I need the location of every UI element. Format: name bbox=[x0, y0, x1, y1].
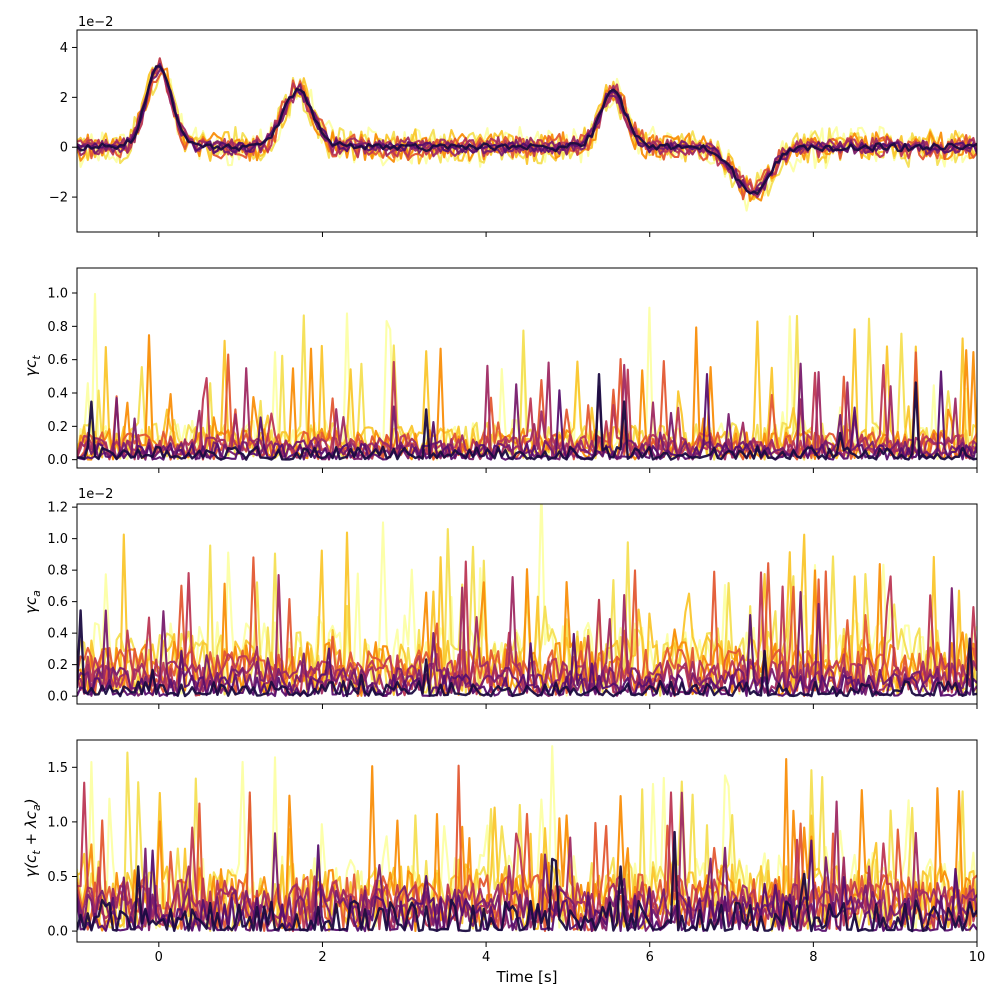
panel-gamma-ca-y-tick-label: 0.4 bbox=[47, 627, 68, 642]
panel-combined: 0 2 4 6 8 10 0.0 0.5 1.0 1.5 γ(ct + λca) Time [s] bbox=[22, 739, 986, 986]
panel-gamma-ca-y-tick-label: 1.2 bbox=[47, 501, 68, 516]
panel-gamma-ca-y-tick-label: 0.6 bbox=[47, 595, 68, 610]
panel-erp-series-line bbox=[77, 65, 977, 196]
panel-gamma-ct-series-line bbox=[77, 373, 977, 461]
panel-gamma-ct-y-tick-label: 0.0 bbox=[47, 453, 68, 468]
panel-combined-ylabel: γ(ct + λca) bbox=[22, 798, 43, 877]
panel-gamma-ca-series-line bbox=[77, 614, 977, 698]
panel-combined-x-tick-label: 2 bbox=[318, 950, 326, 965]
panel-gamma-ct-y-tick-label: 1.0 bbox=[47, 287, 68, 302]
panel-gamma-ca-series-group bbox=[77, 504, 977, 698]
x-axis-label: Time [s] bbox=[496, 968, 558, 986]
panel-gamma-ca-series-line bbox=[77, 609, 977, 698]
panel-gamma-ct-y-tick-label: 0.2 bbox=[47, 420, 68, 435]
panel-gamma-ct-series-line bbox=[77, 351, 977, 461]
panel-gamma-ca-y-tick-label: 1.0 bbox=[47, 532, 68, 547]
panel-gamma-ct-series-group bbox=[77, 292, 977, 461]
panel-gamma-ct-plot-area: 0.0 0.2 0.4 0.6 0.8 1.0 bbox=[47, 267, 978, 473]
panel-gamma-ca-ylabel: γca bbox=[22, 590, 43, 614]
panel-gamma-ca-frame bbox=[76, 503, 978, 705]
panel-erp-offset-label: 1e−2 bbox=[78, 15, 113, 30]
panel-combined-plot-area: 0 2 4 6 8 10 0.0 0.5 1.0 1.5 bbox=[47, 739, 986, 965]
panel-combined-series-line bbox=[77, 839, 977, 933]
panel-combined-series-group bbox=[77, 745, 977, 933]
panel-combined-x-tick-label: 4 bbox=[482, 950, 490, 965]
panel-gamma-ct-y-tick-label: 0.8 bbox=[47, 320, 68, 335]
panel-erp-y-tick-label: 4 bbox=[60, 41, 68, 56]
panel-erp-series-group bbox=[77, 57, 977, 212]
panel-gamma-ca-y-tick-label: 0.0 bbox=[47, 690, 68, 705]
panel-combined-series-line bbox=[77, 830, 977, 933]
panel-erp-y-tick-label: 2 bbox=[60, 91, 68, 106]
panel-gamma-ca-y-tick-label: 0.2 bbox=[47, 658, 68, 673]
panel-combined-y-tick-label: 1.5 bbox=[47, 761, 68, 776]
panel-combined-x-tick-label: 6 bbox=[646, 950, 654, 965]
panel-combined-y-tick-label: 0.5 bbox=[47, 870, 68, 885]
panel-gamma-ca-plot-area: 0.0 0.2 0.4 0.6 0.8 1.0 1.2 bbox=[47, 501, 978, 709]
panel-erp-y-tick-label: −2 bbox=[49, 191, 68, 206]
panel-erp-frame bbox=[76, 29, 978, 233]
panel-erp-series-line bbox=[77, 57, 977, 201]
panel-gamma-ca-offset-label: 1e−2 bbox=[78, 487, 113, 502]
panel-combined-x-tick-label: 8 bbox=[809, 950, 817, 965]
panel-gamma-ca: 0.0 0.2 0.4 0.6 0.8 1.0 1.2 1e−2 γca bbox=[22, 487, 978, 709]
panel-combined-y-tick-label: 1.0 bbox=[47, 815, 68, 830]
panel-gamma-ct-y-tick-label: 0.4 bbox=[47, 387, 68, 402]
panel-combined-frame bbox=[76, 739, 978, 943]
panel-gamma-ct-y-tick-label: 0.6 bbox=[47, 353, 68, 368]
panel-combined-y-tick-label: 0.0 bbox=[47, 925, 68, 940]
panel-gamma-ct-ylabel: γct bbox=[22, 355, 43, 377]
panel-gamma-ca-y-tick-label: 0.8 bbox=[47, 564, 68, 579]
panel-combined-series-line bbox=[77, 791, 977, 932]
panel-combined-x-tick-label: 10 bbox=[969, 950, 986, 965]
panel-gamma-ct-frame bbox=[76, 267, 978, 469]
panel-erp: −2 0 2 4 1e−2 bbox=[49, 15, 978, 237]
panel-erp-y-tick-label: 0 bbox=[60, 141, 68, 156]
panel-erp-plot-area: −2 0 2 4 bbox=[49, 29, 978, 237]
panel-gamma-ct: 0.0 0.2 0.4 0.6 0.8 1.0 γct bbox=[22, 267, 978, 473]
panel-erp-series-line bbox=[77, 64, 977, 212]
panel-combined-x-tick-label: 0 bbox=[155, 950, 163, 965]
